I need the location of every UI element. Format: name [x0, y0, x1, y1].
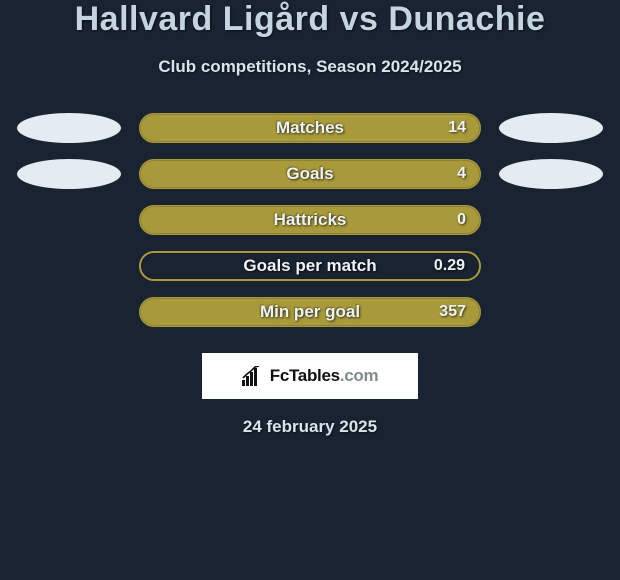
logo-box: FcTables.com [202, 353, 418, 399]
stat-bar: Goals 4 [139, 159, 481, 189]
stat-value: 0 [457, 211, 466, 229]
figure-root: Hallvard Ligård vs Dunachie Club competi… [0, 0, 620, 580]
left-ellipse [17, 159, 121, 189]
stat-label: Goals [286, 164, 333, 184]
stat-row: Goals 4 [10, 159, 610, 189]
stat-value: 357 [439, 303, 466, 321]
stat-value: 14 [448, 119, 466, 137]
stat-value: 4 [457, 165, 466, 183]
bar-chart-icon [242, 366, 264, 386]
left-ellipse [17, 113, 121, 143]
stat-rows: Matches 14 Goals 4 Hattricks 0 Goals per match… [10, 113, 610, 327]
stat-bar: Min per goal 357 [139, 297, 481, 327]
stat-row: Goals per match 0.29 [10, 251, 610, 281]
stat-row: Matches 14 [10, 113, 610, 143]
logo-text: FcTables.com [270, 366, 379, 386]
date-caption: 24 february 2025 [243, 417, 377, 437]
stat-bar: Hattricks 0 [139, 205, 481, 235]
stat-label: Matches [276, 118, 344, 138]
stat-label: Hattricks [274, 210, 347, 230]
logo-main: FcTables [270, 366, 340, 385]
stat-label: Goals per match [243, 256, 376, 276]
stat-row: Hattricks 0 [10, 205, 610, 235]
stat-bar: Matches 14 [139, 113, 481, 143]
stat-bar: Goals per match 0.29 [139, 251, 481, 281]
stat-label: Min per goal [260, 302, 360, 322]
logo-suffix: .com [340, 366, 378, 385]
stat-value: 0.29 [434, 257, 465, 275]
right-ellipse [499, 159, 603, 189]
page-title: Hallvard Ligård vs Dunachie [75, 0, 546, 39]
right-ellipse [499, 113, 603, 143]
stat-row: Min per goal 357 [10, 297, 610, 327]
page-subtitle: Club competitions, Season 2024/2025 [158, 57, 461, 77]
